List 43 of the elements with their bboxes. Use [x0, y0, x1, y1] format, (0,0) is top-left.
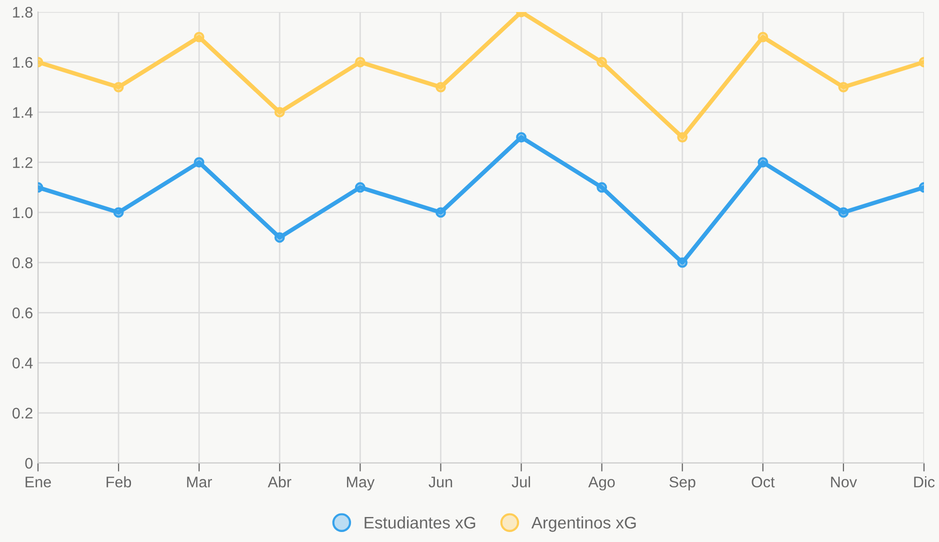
point: [838, 82, 849, 92]
point: [596, 182, 608, 193]
point: [113, 207, 124, 218]
y-tick-label: 1.6: [13, 56, 32, 68]
point: [596, 56, 608, 68]
x-tick-label: Feb: [106, 476, 132, 488]
x-tick-label: Sep: [669, 476, 696, 490]
point: [274, 232, 285, 243]
y-tick-label: 1.0: [13, 207, 33, 218]
legend-label: Argentinos xG: [531, 516, 636, 532]
x-tick-label: Ago: [588, 476, 615, 490]
y-tick-label: 1.4: [13, 107, 33, 118]
x-tick-label: Dic: [914, 476, 935, 488]
point: [758, 157, 768, 168]
y-tick-label: 1.2: [13, 157, 32, 168]
point: [516, 132, 526, 142]
x-tick-label: Oct: [752, 476, 775, 488]
point: [274, 107, 285, 118]
point: [838, 207, 849, 218]
point: [354, 56, 366, 68]
point: [194, 32, 204, 42]
y-tick-label: 0.8: [12, 257, 32, 268]
x-tick-label: Jun: [428, 476, 452, 488]
x-tick-label: May: [347, 476, 375, 490]
y-tick-label: 0.6: [12, 308, 32, 318]
legend-label: Estudiantes xG: [364, 516, 476, 529]
x-tick-label: Ene: [26, 476, 51, 488]
point: [677, 257, 688, 268]
x-tick-label: Jul: [512, 476, 530, 488]
y-tick-label: 0.2: [12, 408, 32, 419]
point: [194, 157, 204, 168]
point: [677, 132, 688, 142]
point: [758, 32, 768, 42]
point: [113, 82, 124, 92]
x-tick-label: Abr: [268, 476, 292, 488]
x-tick-label: Mar: [187, 476, 212, 488]
y-tick-label: 0: [25, 458, 33, 469]
y-tick-label: 1.8: [13, 6, 32, 18]
point: [436, 82, 446, 92]
point: [436, 207, 446, 218]
x-tick-label: Nov: [831, 476, 857, 488]
y-tick-label: 0.4: [12, 358, 33, 368]
point: [354, 182, 366, 193]
